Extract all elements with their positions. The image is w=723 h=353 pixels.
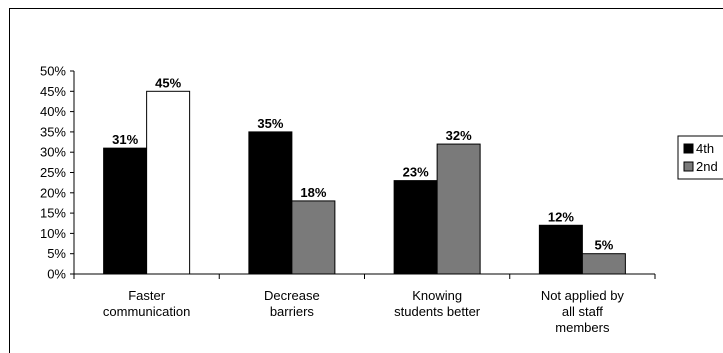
- data-label: 32%: [446, 128, 472, 143]
- legend-label: 4th: [696, 141, 714, 156]
- legend-label: 2nd: [696, 159, 718, 174]
- bar-4th-0: [103, 147, 148, 275]
- y-tick-label: 40%: [40, 104, 66, 119]
- category-label: barriers: [270, 304, 315, 319]
- y-tick-label: 30%: [40, 145, 66, 160]
- chart-frame: [9, 8, 723, 353]
- y-tick-label: 5%: [47, 246, 66, 261]
- bar-2nd-2: [436, 143, 481, 275]
- y-tick-label: 50%: [40, 64, 66, 79]
- data-label: 35%: [257, 116, 283, 131]
- y-tick-label: 20%: [40, 185, 66, 200]
- bar-2nd-0: [146, 90, 191, 275]
- y-tick-label: 15%: [40, 206, 66, 221]
- y-tick-label: 0%: [47, 267, 66, 282]
- bar-4th-3: [538, 224, 583, 275]
- bar-2nd-1: [291, 200, 336, 275]
- bar-4th-2: [393, 180, 438, 275]
- legend-swatch: [683, 143, 694, 154]
- category-label: Not applied by: [541, 288, 625, 303]
- bars: 31% 45% 35% 18% 23% 32% 12% 5%: [103, 75, 626, 275]
- data-label: 18%: [300, 185, 326, 200]
- category-label: communication: [103, 304, 190, 319]
- y-tick-label: 35%: [40, 124, 66, 139]
- data-label: 23%: [403, 165, 429, 180]
- bar-4th-1: [248, 131, 293, 275]
- legend-box: [677, 135, 723, 180]
- data-label: 45%: [155, 75, 181, 90]
- category-label: students better: [394, 304, 481, 319]
- data-label: 31%: [112, 132, 138, 147]
- category-label: Knowing: [412, 288, 462, 303]
- category-label: all staff: [562, 304, 603, 319]
- category-label: Faster: [128, 288, 166, 303]
- y-tick-label: 25%: [40, 165, 66, 180]
- y-tick-label: 45%: [40, 84, 66, 99]
- data-label: 12%: [548, 209, 574, 224]
- category-label: members: [555, 320, 610, 335]
- y-axis: 0% 5% 10% 15% 20% 25% 30% 35% 40% 45% 50%: [40, 64, 75, 282]
- y-tick-label: 10%: [40, 226, 66, 241]
- data-label: 5%: [594, 238, 613, 253]
- category-label: Decrease: [264, 288, 320, 303]
- legend-swatch: [683, 161, 694, 172]
- bar-2nd-3: [581, 253, 626, 275]
